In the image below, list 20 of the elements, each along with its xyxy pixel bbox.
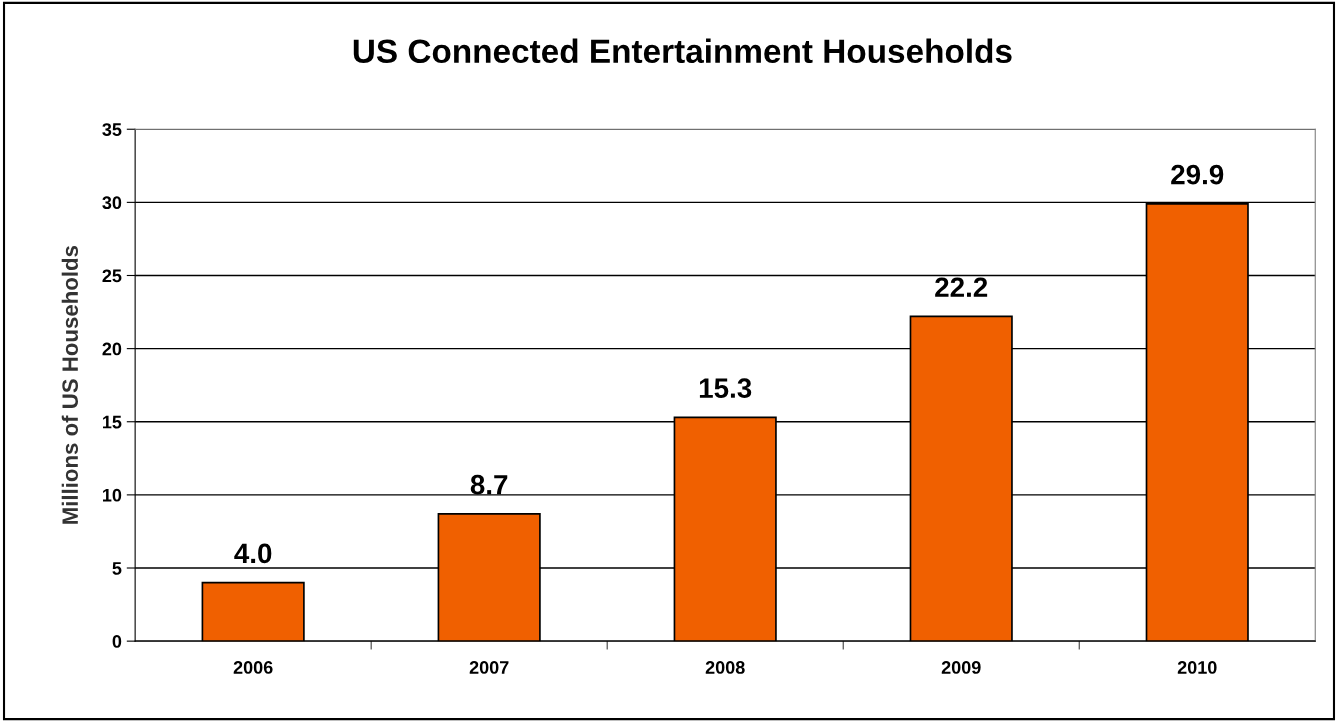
data-label: 4.0	[234, 543, 272, 564]
y-tick-label: 15	[103, 415, 122, 429]
y-tick-label: 10	[103, 488, 122, 502]
y-tick-label: 5	[112, 562, 122, 575]
data-label: 8.7	[470, 474, 508, 495]
y-tick-label: 35	[102, 123, 122, 136]
x-tick-label: 2008	[705, 661, 745, 674]
y-tick-label: 0	[112, 635, 122, 648]
x-tick-label: 2010	[1177, 661, 1217, 674]
data-label: 15.3	[699, 378, 752, 399]
data-label: 29.9	[1171, 164, 1224, 185]
y-tick-label: 25	[102, 269, 122, 283]
y-tick-label: 30	[102, 196, 122, 210]
data-label: 22.2	[935, 277, 988, 297]
x-tick-label: 2006	[233, 661, 273, 674]
x-tick-label: 2007	[469, 661, 509, 674]
x-tick-label: 2009	[941, 661, 981, 674]
chart-title: US Connected Entertainment Households	[353, 38, 1012, 64]
y-axis-title: Millions of US Households	[61, 245, 79, 524]
y-tick-label: 20	[102, 342, 122, 356]
